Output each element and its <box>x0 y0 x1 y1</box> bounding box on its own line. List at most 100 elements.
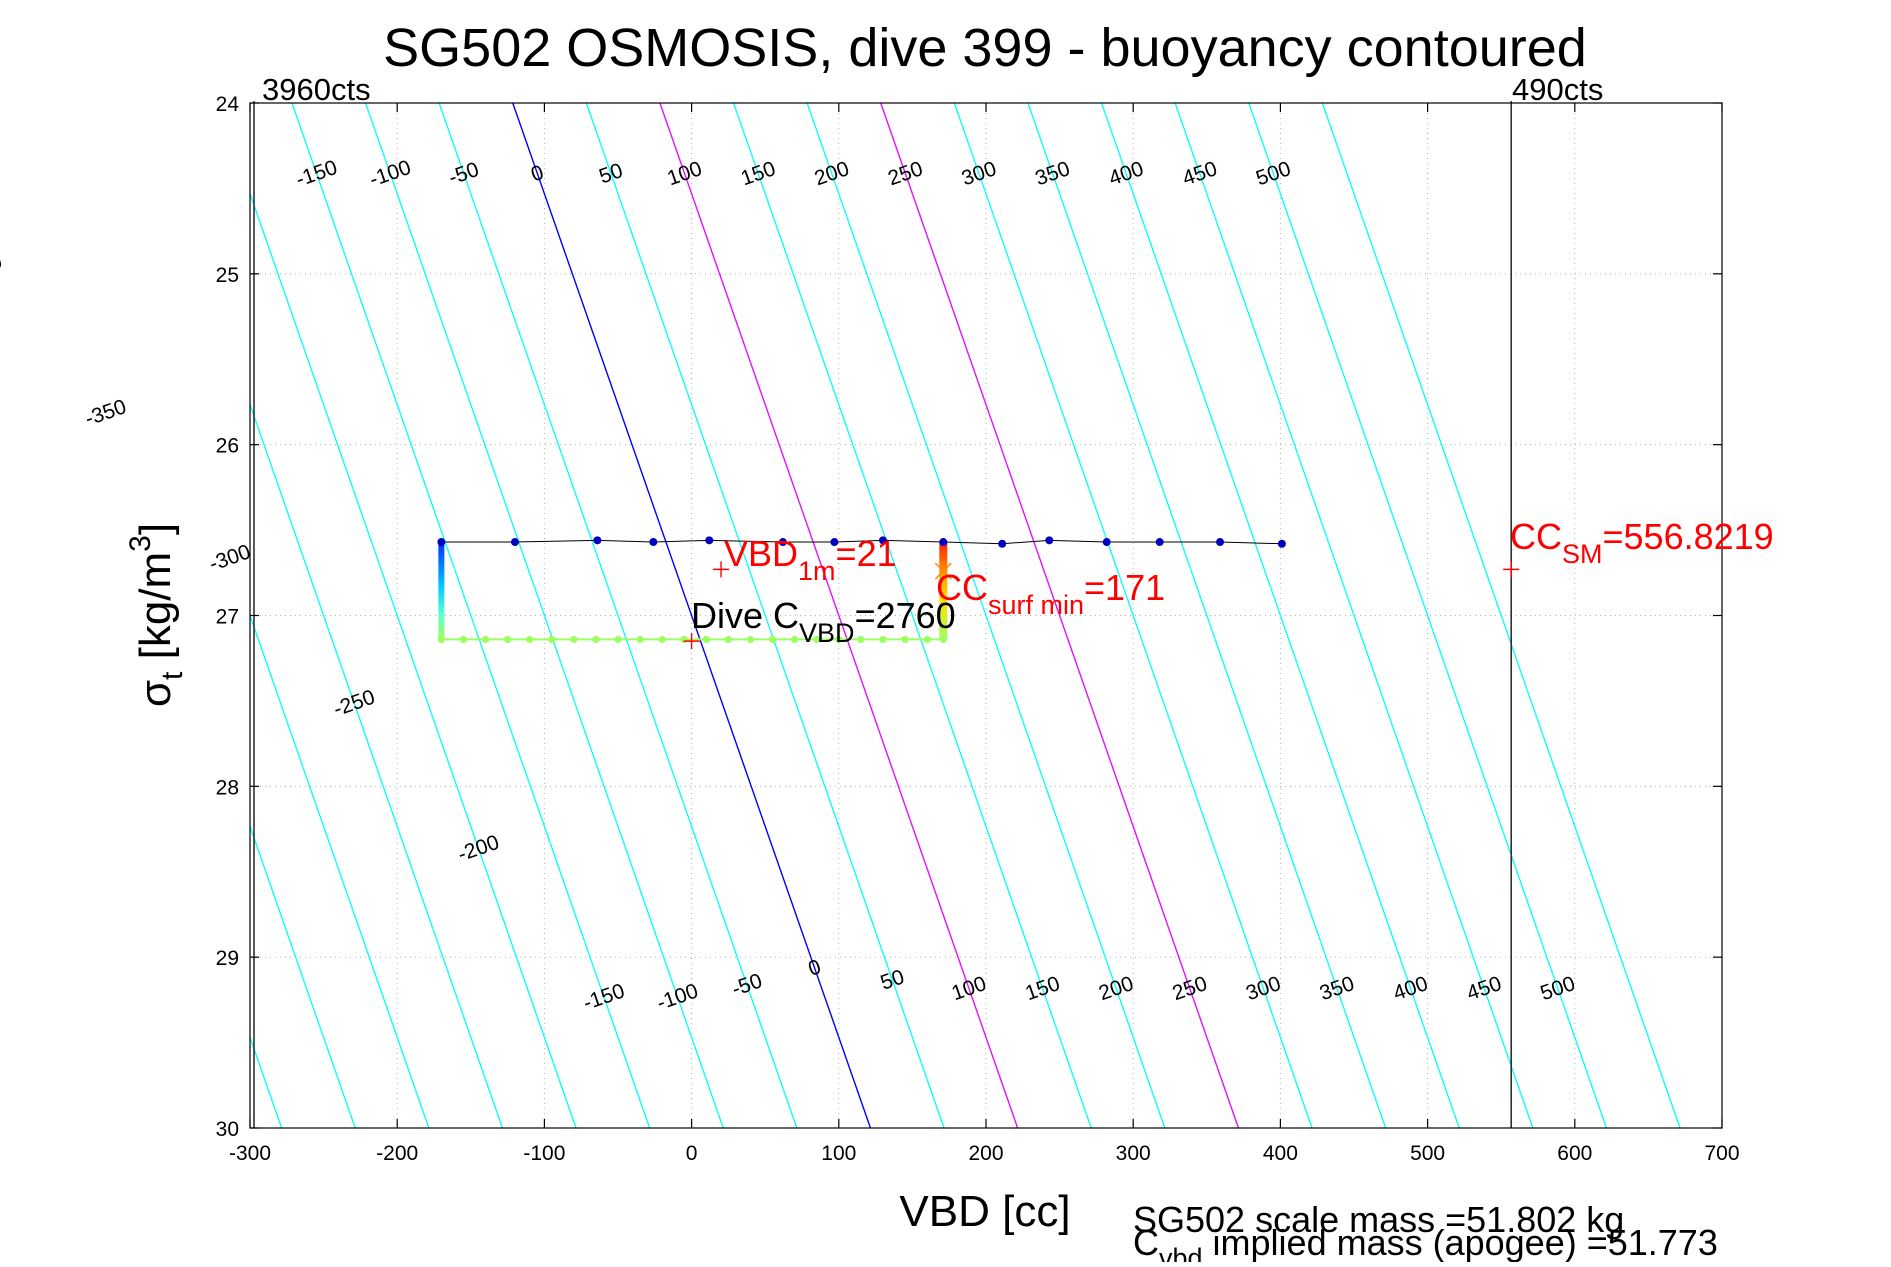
dive-point <box>1155 538 1164 547</box>
dive-point-bottom <box>835 635 843 644</box>
contour-label-top: -400 <box>0 250 5 286</box>
dive-point <box>510 538 519 547</box>
dive-point-bottom <box>504 635 512 644</box>
dive-point <box>1277 539 1286 548</box>
contour-cyan <box>364 103 724 1128</box>
x-tick-label: 100 <box>821 1142 856 1165</box>
contour-cyan <box>0 103 61 1128</box>
dive-point-bottom <box>879 635 887 644</box>
dive-point-bottom <box>481 635 490 644</box>
annotation-vbd1m: VBD1m=21 <box>724 533 897 586</box>
dive-point-bottom <box>658 635 666 644</box>
y-axis-label-sub: t <box>156 671 189 680</box>
x-tick-label: -200 <box>376 1142 418 1165</box>
contour-label-top: -300 <box>206 540 253 576</box>
dive-point <box>1216 538 1225 547</box>
dive-point-bottom <box>724 635 733 644</box>
contour-cyan <box>250 191 577 1128</box>
dive-point-bottom <box>813 635 821 644</box>
contour-cyan <box>806 103 1166 1128</box>
contour-cyan <box>291 103 651 1128</box>
contour-cyan <box>1248 103 1608 1128</box>
marker-plus <box>683 633 700 650</box>
dive-point-bottom <box>768 635 777 644</box>
x-tick-label: -300 <box>229 1142 271 1165</box>
annotation-cc-sm: CCSM=556.8219 <box>1510 516 1774 569</box>
contour-cyan <box>732 103 1092 1128</box>
x-tick-label: 500 <box>1410 1142 1445 1165</box>
x-tick-label: -100 <box>523 1142 565 1165</box>
x-tick-label: 0 <box>686 1142 698 1165</box>
dive-point <box>1102 538 1111 547</box>
marker-plus <box>1503 561 1520 578</box>
y-tick-label: 30 <box>216 1118 239 1141</box>
y-tick-label: 26 <box>216 435 239 458</box>
dive-point <box>878 536 887 545</box>
contour-cyan <box>1027 103 1387 1128</box>
contour-cyan <box>1100 103 1460 1128</box>
contour-cyan <box>250 402 504 1128</box>
footer-implied-mass: Cvbd implied mass (apogee) =51.773 <box>1133 1222 1718 1262</box>
y-tick-label: 29 <box>216 947 239 970</box>
dive-point-bottom <box>614 635 622 644</box>
footer-scale-mass: SG502 scale mass =51.802 kg <box>1133 1199 1624 1240</box>
y-axis-label: σt [kg/m3] <box>124 523 189 707</box>
contours <box>0 103 1681 1128</box>
dive-point <box>593 536 602 545</box>
x-axis-label: VBD [cc] <box>899 1187 1070 1236</box>
x-tick-label: 700 <box>1704 1142 1739 1165</box>
dive-point <box>778 538 787 547</box>
dive-point <box>998 539 1007 548</box>
y-tick-label: 27 <box>216 606 239 629</box>
contour-cyan <box>250 824 356 1128</box>
y-tick-label: 28 <box>216 776 239 799</box>
dive-point <box>830 538 839 547</box>
counts-right-label: 490cts <box>1512 72 1603 107</box>
dive-left-bar <box>438 542 445 640</box>
y-axis-label-unit-sup: 3 <box>124 535 157 552</box>
contour-cyan <box>438 103 798 1128</box>
dive-point-bottom <box>857 635 865 644</box>
dive-point-bottom <box>939 635 947 644</box>
grid <box>250 103 1722 1128</box>
dive-point-bottom <box>636 635 644 644</box>
dive-point-bottom <box>702 635 710 644</box>
contour-magenta <box>659 103 1019 1128</box>
contour-cyan <box>1321 103 1681 1128</box>
dive-point <box>705 536 714 545</box>
y-axis-label-unit: [kg/m <box>131 552 180 672</box>
contour-magenta <box>880 103 1240 1128</box>
contour-cyan <box>250 613 430 1128</box>
dive-point-bottom <box>437 635 445 644</box>
dive-point <box>649 538 658 547</box>
dive-point-bottom <box>592 635 600 644</box>
dive-point-bottom <box>526 635 534 644</box>
contour-cyan <box>585 103 945 1128</box>
annotation-dive-cvbd: Dive CVBD=2760 <box>691 595 956 648</box>
axes: -300 -200 -100 0 100 200 300 400 500 600 700 24 25 26… <box>216 93 1740 1165</box>
markers <box>683 561 1520 650</box>
svg-text:σt [kg/m3]: σt [kg/m3] <box>124 523 189 707</box>
y-axis-label-unit-close: ] <box>131 523 180 535</box>
dive-point <box>437 538 446 547</box>
dive-point-bottom <box>901 635 909 644</box>
dive-trace <box>437 536 1286 644</box>
contour-cyan <box>0 103 134 1128</box>
annotation-cc-surf-min: CCsurf min=171 <box>936 567 1165 620</box>
dive-point-bottom <box>459 635 468 644</box>
contour-cyan <box>1174 103 1534 1128</box>
dive-point <box>1045 536 1054 545</box>
dive-point-bottom <box>923 635 931 644</box>
y-tick-label: 24 <box>216 93 240 116</box>
dive-point-bottom <box>746 635 755 644</box>
y-tick-label: 25 <box>216 264 239 287</box>
dive-point <box>939 538 948 547</box>
dive-point-bottom <box>680 635 688 644</box>
dive-point-bottom <box>791 635 799 644</box>
chart-title: SG502 OSMOSIS, dive 399 - buoyancy conto… <box>383 18 1587 78</box>
contour-neutral <box>512 103 872 1128</box>
marker-x <box>934 562 952 580</box>
x-tick-label: 600 <box>1557 1142 1592 1165</box>
